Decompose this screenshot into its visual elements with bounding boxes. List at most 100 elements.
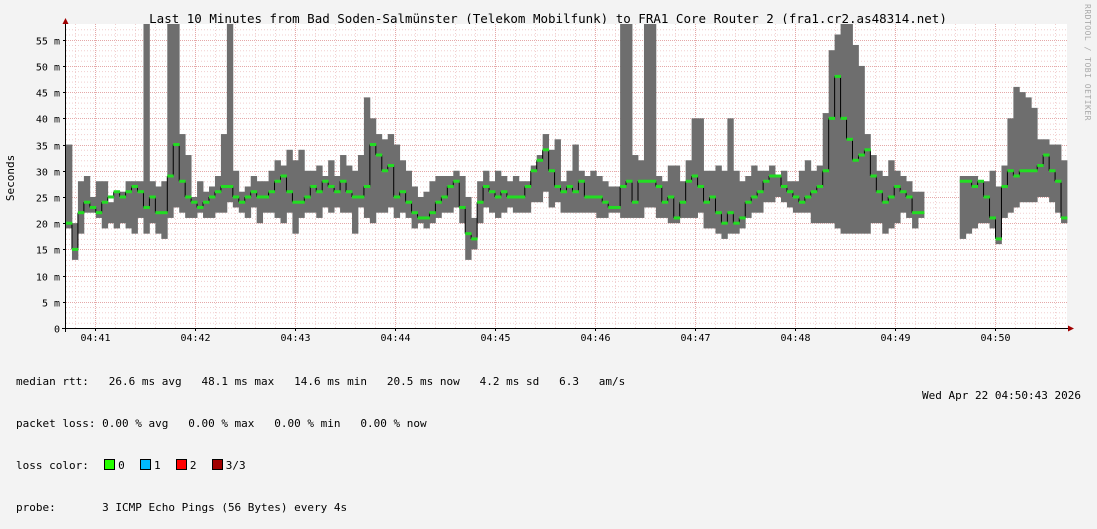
median-marker <box>203 200 210 204</box>
median-marker <box>888 195 895 199</box>
smoke-band <box>995 186 1002 245</box>
smoke-band <box>143 24 150 234</box>
smoke-band <box>667 165 675 224</box>
median-marker <box>536 158 544 162</box>
smoke-band <box>786 181 794 208</box>
smoke-band <box>197 181 204 213</box>
smoke-band <box>572 144 579 213</box>
median-marker <box>804 195 812 199</box>
smoke-band <box>447 176 454 213</box>
median-marker <box>131 184 138 188</box>
smoke-band <box>745 176 752 218</box>
y-tick-label: 5 m <box>42 299 60 310</box>
median-marker <box>846 137 853 141</box>
smoke-band <box>632 155 639 218</box>
smoke-band <box>608 186 615 213</box>
median-marker <box>661 200 669 204</box>
smoke-band <box>155 186 162 234</box>
smoke-band <box>554 139 561 203</box>
smoke-bands <box>66 24 1068 260</box>
smoke-band <box>226 24 234 203</box>
smoke-band <box>191 196 198 218</box>
median-marker <box>584 195 591 199</box>
smoke-band <box>179 134 186 213</box>
median-marker <box>417 216 424 220</box>
smoke-band <box>232 170 240 208</box>
median-marker <box>965 179 973 183</box>
median-marker <box>751 195 758 199</box>
y-tick-label: 20 m <box>36 220 60 231</box>
median-marker <box>703 200 710 204</box>
median-marker <box>882 200 889 204</box>
legend-color-row: loss color: 0 1 2 3/3 <box>16 459 625 473</box>
median-marker <box>870 174 877 178</box>
smoke-band <box>429 181 436 224</box>
smoke-band <box>989 170 996 229</box>
smoke-band <box>322 176 329 208</box>
median-marker <box>500 190 508 194</box>
smoke-band <box>661 181 669 218</box>
median-marker <box>542 148 550 152</box>
median-marker <box>518 195 526 199</box>
smoke-band <box>602 181 609 218</box>
median-marker <box>548 169 555 173</box>
median-marker <box>852 158 859 162</box>
median-marker <box>810 190 818 194</box>
median-marker <box>697 184 704 188</box>
x-axis-arrow <box>1068 325 1074 332</box>
median-marker <box>280 174 287 178</box>
smoke-band <box>244 186 252 218</box>
median-marker <box>506 195 514 199</box>
smoke-band <box>882 176 889 234</box>
smoke-band <box>840 24 847 234</box>
median-marker <box>71 247 79 251</box>
legend-median-row: median rtt: 26.6 ms avg 48.1 ms max 14.6… <box>16 375 625 389</box>
smoke-band <box>888 160 895 229</box>
median-marker <box>429 211 436 215</box>
smoke-band <box>804 160 812 213</box>
x-tick-label: 04:49 <box>880 333 910 344</box>
smoke-band <box>530 165 538 203</box>
median-marker <box>596 195 603 199</box>
smoke-band <box>131 181 138 234</box>
smoke-band <box>459 176 466 224</box>
loss-swatch-label: 1 <box>153 459 161 472</box>
median-marker <box>524 184 532 188</box>
rrdtool-credit: RRDTOOL / TOBI OETIKER <box>1083 4 1092 121</box>
smoke-band <box>691 118 698 218</box>
median-marker <box>995 237 1002 241</box>
median-marker <box>667 195 675 199</box>
x-tick-label: 04:46 <box>580 333 610 344</box>
median-marker <box>1007 169 1014 173</box>
median-marker <box>393 195 401 199</box>
median-marker <box>483 184 490 188</box>
median-marker <box>733 221 740 225</box>
median-marker <box>214 190 222 194</box>
loss-swatch-3 <box>211 459 223 470</box>
smoke-band <box>822 113 830 224</box>
smoke-band <box>542 134 550 192</box>
smoke-band <box>828 50 836 224</box>
x-tick-label: 04:41 <box>80 333 110 344</box>
smoke-band <box>673 165 681 224</box>
smoke-band <box>387 134 395 208</box>
median-marker <box>959 179 967 183</box>
smoke-band <box>500 176 508 213</box>
x-tick-label: 04:42 <box>180 333 210 344</box>
median-marker <box>590 195 597 199</box>
smoke-band <box>393 144 401 218</box>
median-marker <box>709 195 716 199</box>
median-marker <box>876 190 883 194</box>
median-marker <box>83 200 91 204</box>
smoke-band <box>900 176 907 213</box>
y-tick-label: 55 m <box>36 37 60 48</box>
median-marker <box>274 179 281 183</box>
smoke-band <box>483 170 490 208</box>
y-axis-arrow <box>62 18 69 24</box>
smoke-band <box>363 97 371 218</box>
median-marker <box>346 190 353 194</box>
median-marker <box>900 190 907 194</box>
median-marker <box>256 195 264 199</box>
median-marker <box>405 200 412 204</box>
median-marker <box>858 153 865 157</box>
